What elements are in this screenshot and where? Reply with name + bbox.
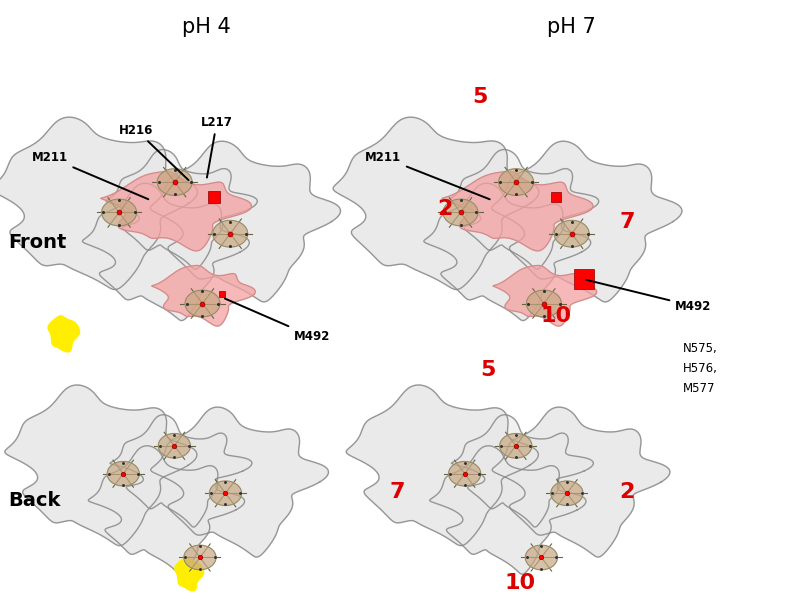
Text: 7: 7 bbox=[619, 212, 635, 231]
Polygon shape bbox=[152, 265, 256, 326]
Polygon shape bbox=[107, 461, 139, 486]
Text: H216: H216 bbox=[119, 124, 188, 180]
Text: M211: M211 bbox=[32, 151, 148, 199]
Polygon shape bbox=[551, 481, 583, 506]
Polygon shape bbox=[452, 415, 593, 527]
Polygon shape bbox=[151, 407, 329, 557]
Polygon shape bbox=[88, 446, 245, 574]
Polygon shape bbox=[48, 316, 79, 352]
Polygon shape bbox=[443, 199, 478, 226]
Polygon shape bbox=[83, 183, 249, 320]
Polygon shape bbox=[424, 183, 591, 320]
Polygon shape bbox=[184, 545, 216, 570]
Polygon shape bbox=[499, 433, 532, 458]
Text: H576,: H576, bbox=[683, 362, 718, 375]
Text: pH 4: pH 4 bbox=[182, 18, 231, 37]
Text: M577: M577 bbox=[683, 382, 715, 395]
Polygon shape bbox=[333, 117, 539, 290]
Polygon shape bbox=[346, 385, 538, 546]
Polygon shape bbox=[0, 117, 198, 290]
Polygon shape bbox=[101, 172, 252, 251]
Polygon shape bbox=[448, 149, 599, 270]
Text: 2: 2 bbox=[437, 200, 453, 219]
Polygon shape bbox=[491, 141, 682, 302]
Polygon shape bbox=[526, 545, 557, 570]
Text: 5: 5 bbox=[480, 361, 496, 380]
Text: L217: L217 bbox=[201, 116, 233, 177]
Polygon shape bbox=[158, 433, 191, 458]
Polygon shape bbox=[157, 169, 192, 195]
Polygon shape bbox=[442, 172, 593, 251]
Polygon shape bbox=[106, 149, 257, 270]
Polygon shape bbox=[185, 290, 220, 317]
Text: Back: Back bbox=[8, 491, 60, 510]
Polygon shape bbox=[110, 415, 252, 527]
Polygon shape bbox=[499, 169, 534, 195]
Text: 10: 10 bbox=[504, 573, 536, 592]
Text: Front: Front bbox=[8, 233, 67, 253]
Text: M492: M492 bbox=[225, 299, 330, 343]
Text: 5: 5 bbox=[472, 87, 488, 107]
Polygon shape bbox=[492, 407, 670, 557]
Polygon shape bbox=[150, 141, 341, 302]
Polygon shape bbox=[526, 290, 561, 317]
Polygon shape bbox=[5, 385, 197, 546]
Polygon shape bbox=[102, 199, 137, 226]
Text: M492: M492 bbox=[586, 280, 711, 313]
Polygon shape bbox=[493, 265, 597, 326]
Polygon shape bbox=[449, 461, 480, 486]
Polygon shape bbox=[210, 481, 241, 506]
Text: N575,: N575, bbox=[683, 342, 718, 355]
Text: 7: 7 bbox=[389, 482, 405, 501]
Polygon shape bbox=[213, 220, 248, 247]
Text: 10: 10 bbox=[540, 306, 572, 325]
Polygon shape bbox=[430, 446, 586, 574]
Text: pH 7: pH 7 bbox=[547, 18, 596, 37]
Text: 2: 2 bbox=[619, 482, 635, 501]
Polygon shape bbox=[554, 220, 589, 247]
Text: M211: M211 bbox=[365, 151, 490, 199]
Polygon shape bbox=[175, 558, 204, 591]
